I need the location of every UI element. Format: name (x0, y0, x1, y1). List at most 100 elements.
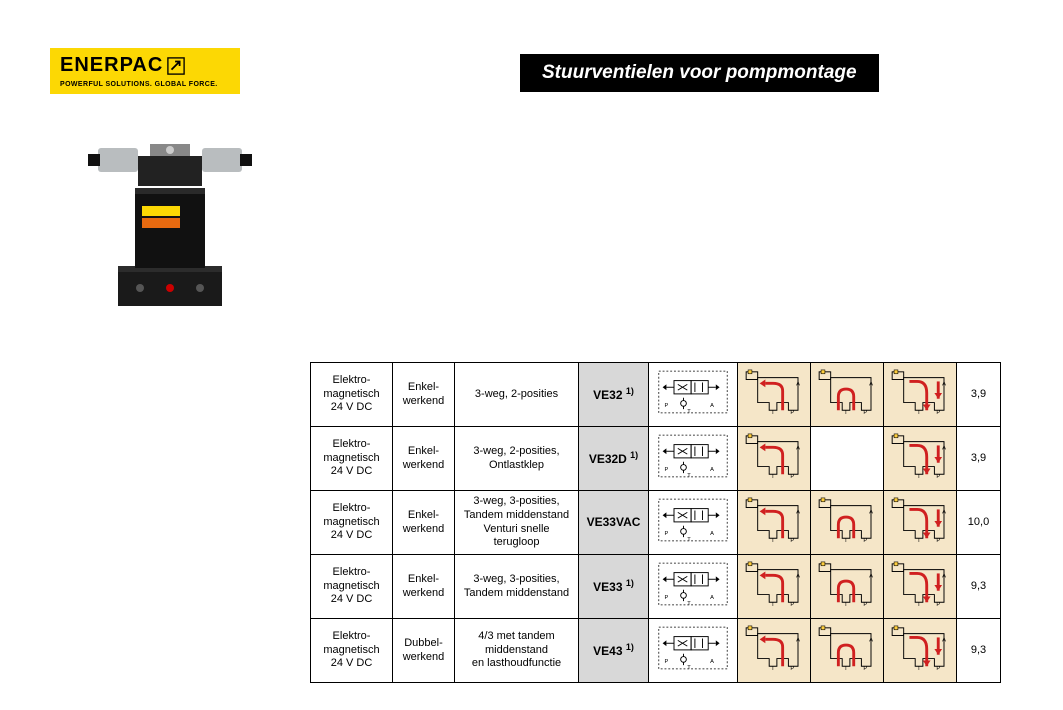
cell-hyd-retract: A T P (884, 427, 957, 491)
svg-text:T: T (917, 666, 921, 672)
page-title: Stuurventielen voor pompmontage (520, 54, 879, 92)
cell-hyd-retract: A T P (884, 555, 957, 619)
svg-text:T: T (917, 538, 921, 544)
cell-valve-type: 3-weg, 2-posities (455, 363, 579, 427)
svg-text:P: P (790, 666, 794, 672)
svg-text:T: T (687, 473, 691, 479)
cell-working: Enkel-werkend (393, 363, 455, 427)
svg-text:T: T (771, 538, 775, 544)
svg-text:P: P (790, 602, 794, 608)
svg-text:A: A (942, 445, 946, 451)
svg-text:P: P (790, 474, 794, 480)
svg-text:T: T (844, 538, 848, 544)
svg-text:A: A (710, 403, 714, 409)
svg-text:P: P (863, 538, 867, 544)
svg-text:T: T (771, 666, 775, 672)
svg-text:P: P (936, 474, 940, 480)
cell-hyd-retract: A T P (884, 491, 957, 555)
cell-hyd-hold: A T P (811, 491, 884, 555)
cell-hyd-retract: A T P (884, 363, 957, 427)
cell-model: VE32D 1) (579, 427, 649, 491)
svg-text:T: T (687, 537, 691, 543)
cell-actuation: Elektro-magnetisch24 V DC (311, 555, 393, 619)
cell-hyd-advance: A T P (738, 427, 811, 491)
svg-text:A: A (869, 637, 873, 643)
svg-text:P: P (936, 602, 940, 608)
svg-text:A: A (710, 467, 714, 473)
svg-text:A: A (796, 637, 800, 643)
svg-text:P: P (863, 410, 867, 416)
svg-text:P: P (863, 666, 867, 672)
svg-text:P: P (665, 659, 669, 665)
svg-text:A: A (869, 381, 873, 387)
table-row: Elektro-magnetisch24 V DCEnkel-werkend3-… (311, 363, 1001, 427)
cell-model: VE43 1) (579, 619, 649, 683)
svg-text:A: A (942, 509, 946, 515)
svg-text:T: T (771, 410, 775, 416)
cell-working: Enkel-werkend (393, 555, 455, 619)
svg-text:P: P (790, 538, 794, 544)
cell-actuation: Elektro-magnetisch24 V DC (311, 491, 393, 555)
cell-weight: 3,9 (957, 427, 1001, 491)
cell-actuation: Elektro-magnetisch24 V DC (311, 427, 393, 491)
cell-working: Dubbel-werkend (393, 619, 455, 683)
cell-weight: 3,9 (957, 363, 1001, 427)
brand-tagline: POWERFUL SOLUTIONS. GLOBAL FORCE. (50, 79, 240, 94)
cell-schematic: P A T (649, 619, 738, 683)
cell-actuation: Elektro-magnetisch24 V DC (311, 363, 393, 427)
cell-valve-type: 3-weg, 3-posities,Tandem middenstandVent… (455, 491, 579, 555)
cell-weight: 10,0 (957, 491, 1001, 555)
cell-schematic: P A T (649, 491, 738, 555)
cell-working: Enkel-werkend (393, 427, 455, 491)
table-row: Elektro-magnetisch24 V DCEnkel-werkend3-… (311, 555, 1001, 619)
table-row: Elektro-magnetisch24 V DCEnkel-werkend3-… (311, 427, 1001, 491)
cell-valve-type: 3-weg, 2-posities,Ontlastklep (455, 427, 579, 491)
brand-logo-main: ENERPAC (50, 48, 240, 79)
cell-weight: 9,3 (957, 619, 1001, 683)
cell-hyd-advance: A T P (738, 491, 811, 555)
svg-text:P: P (936, 410, 940, 416)
cell-hyd-retract: A T P (884, 619, 957, 683)
svg-text:P: P (936, 666, 940, 672)
svg-text:A: A (796, 381, 800, 387)
svg-text:T: T (771, 602, 775, 608)
cell-hyd-hold: A T P (811, 555, 884, 619)
svg-text:P: P (665, 531, 669, 537)
svg-text:A: A (710, 595, 714, 601)
svg-text:P: P (936, 538, 940, 544)
svg-text:A: A (942, 573, 946, 579)
svg-text:T: T (917, 602, 921, 608)
svg-text:T: T (844, 602, 848, 608)
svg-text:T: T (687, 601, 691, 607)
brand-name: ENERPAC (60, 54, 163, 77)
cell-model: VE32 1) (579, 363, 649, 427)
cell-actuation: Elektro-magnetisch24 V DC (311, 619, 393, 683)
spec-table: Elektro-magnetisch24 V DCEnkel-werkend3-… (310, 362, 1001, 683)
svg-text:A: A (869, 509, 873, 515)
cell-hyd-hold: A T P (811, 363, 884, 427)
cell-hyd-advance: A T P (738, 619, 811, 683)
cell-model: VE33 1) (579, 555, 649, 619)
svg-text:A: A (942, 381, 946, 387)
cell-valve-type: 3-weg, 3-posities,Tandem middenstand (455, 555, 579, 619)
svg-text:A: A (942, 637, 946, 643)
cell-hyd-hold (811, 427, 884, 491)
cell-schematic: P A T (649, 427, 738, 491)
cell-hyd-advance: A T P (738, 363, 811, 427)
cell-hyd-hold: A T P (811, 619, 884, 683)
svg-text:A: A (710, 659, 714, 665)
cell-weight: 9,3 (957, 555, 1001, 619)
brand-logo: ENERPAC POWERFUL SOLUTIONS. GLOBAL FORCE… (50, 48, 240, 94)
cell-schematic: P A T (649, 555, 738, 619)
svg-text:T: T (844, 666, 848, 672)
cell-schematic: P A T (649, 363, 738, 427)
table-row: Elektro-magnetisch24 V DCDubbel-werkend4… (311, 619, 1001, 683)
svg-text:T: T (917, 410, 921, 416)
cell-valve-type: 4/3 met tandemmiddenstanden lasthoudfunc… (455, 619, 579, 683)
svg-text:P: P (863, 602, 867, 608)
svg-text:P: P (790, 410, 794, 416)
table-row: Elektro-magnetisch24 V DCEnkel-werkend3-… (311, 491, 1001, 555)
cell-hyd-advance: A T P (738, 555, 811, 619)
cell-model: VE33VAC (579, 491, 649, 555)
svg-text:A: A (796, 445, 800, 451)
